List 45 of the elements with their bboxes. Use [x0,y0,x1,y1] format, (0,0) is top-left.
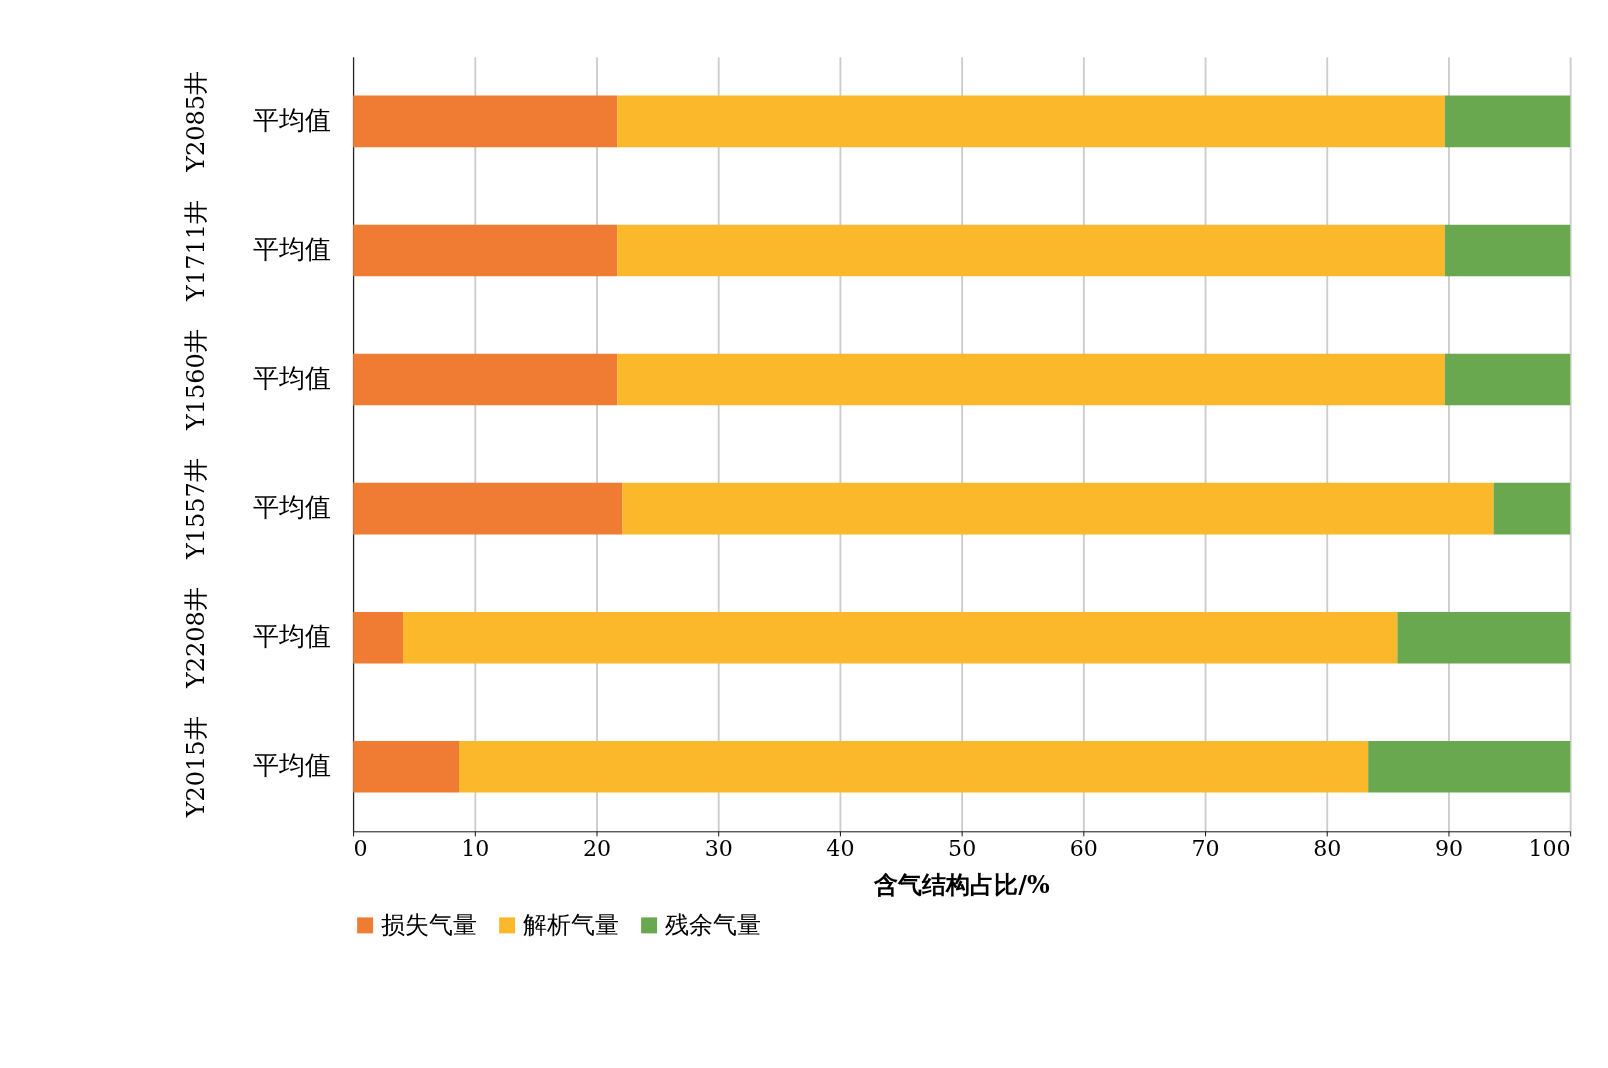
text: Y1557井 [181,458,210,561]
y-tick-label: 平均值 [252,492,331,523]
x-tick-label: 100 [1528,834,1571,861]
bar [617,353,1445,406]
bar [403,611,1398,664]
text: Y2085井 [181,70,210,173]
bar [1493,482,1571,535]
bar [353,482,623,535]
legend-label: 解析气量 [522,910,619,939]
bar [1368,740,1571,793]
bar [1444,95,1571,148]
bar [617,95,1445,148]
x-tick-label: 70 [1191,834,1220,861]
bar [622,482,1494,535]
x-tick-label: 40 [826,834,855,861]
y-tick-label: 平均值 [252,362,331,393]
bar [1444,353,1571,406]
x-axis-title: 含气结构占比/% [873,869,1051,899]
bar [459,740,1369,793]
legend-label: 残余气量 [664,910,761,939]
text: Y2015井 [181,716,210,819]
bar [353,224,618,277]
x-tick-label: 50 [948,834,977,861]
text: Y1711井 [181,200,210,302]
x-tick-label: 60 [1069,834,1098,861]
bar [617,224,1445,277]
y-tick-label: 平均值 [252,750,331,781]
bar [353,95,618,148]
bar [1397,611,1571,664]
bar [1444,224,1571,277]
legend-label: 损失气量 [380,910,477,939]
y-tick-label: 平均值 [252,104,331,135]
x-tick-label: 20 [582,834,612,861]
y-tick-label: 平均值 [252,233,331,264]
x-tick-label: 0 [353,834,368,861]
x-tick-label: 10 [461,834,490,861]
x-tick-label: 80 [1313,834,1342,861]
text: Y2208井 [181,587,210,690]
x-tick-label: 90 [1434,834,1464,861]
bar [353,740,460,793]
text: Y1560井 [181,329,210,431]
bar [353,611,404,664]
x-tick-label: 30 [704,834,733,861]
y-tick-label: 平均值 [252,621,331,652]
bar [353,353,618,406]
